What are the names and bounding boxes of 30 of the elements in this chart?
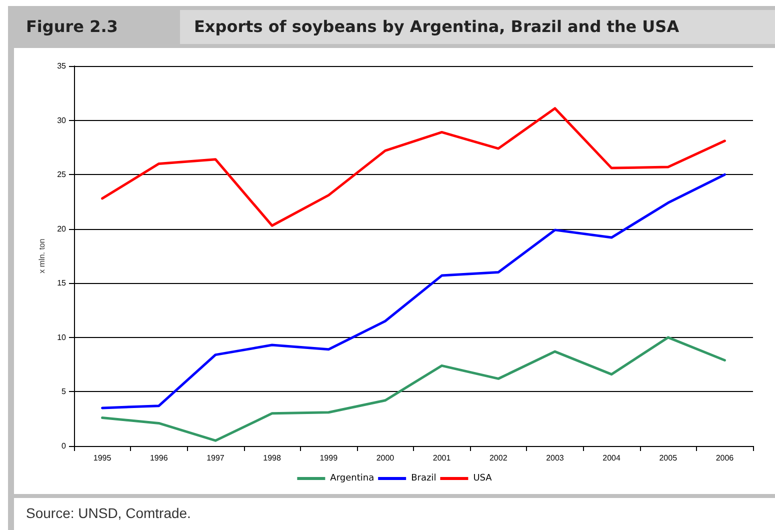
x-tick-label: 2001	[432, 454, 452, 462]
x-tick-label: 1997	[206, 454, 225, 462]
line-series	[101, 107, 726, 227]
y-axis-title: x mln. ton	[38, 238, 47, 274]
y-tick-label: 0	[62, 442, 67, 450]
source-note: Source: UNSD, Comtrade.	[14, 498, 775, 530]
y-tick-label: 15	[57, 278, 67, 288]
x-tick-label: 2006	[716, 454, 734, 462]
chart-subtitle: Figure 2.3	[25, 16, 119, 38]
x-tick-label: 1996	[150, 454, 168, 462]
x-tick-label: 1999	[320, 454, 338, 462]
legend-label: Brazil	[411, 474, 436, 484]
x-tick-label: 1998	[263, 454, 282, 462]
chart-title: Exports of soybeans by Argentina, Brazil and the USA	[180, 10, 775, 44]
y-tick-label: 35	[57, 62, 67, 70]
line-series	[101, 173, 726, 410]
x-tick-label: 2003	[546, 454, 564, 462]
x-tick-label: 2005	[659, 454, 678, 462]
legend-label: USA	[473, 474, 493, 484]
x-tick-label: 2004	[602, 454, 621, 462]
y-tick-label: 10	[57, 332, 67, 342]
x-tick-label: 1995	[93, 454, 112, 462]
line-series	[101, 336, 726, 442]
y-tick-label: 25	[57, 170, 67, 180]
y-tick-label: 20	[57, 224, 67, 234]
x-tick-label: 2002	[489, 454, 508, 462]
x-tick-label: 2000	[376, 454, 395, 462]
legend-label: Argentina	[330, 474, 374, 484]
y-tick-label: 5	[62, 387, 67, 396]
y-tick-label: 30	[57, 116, 67, 125]
